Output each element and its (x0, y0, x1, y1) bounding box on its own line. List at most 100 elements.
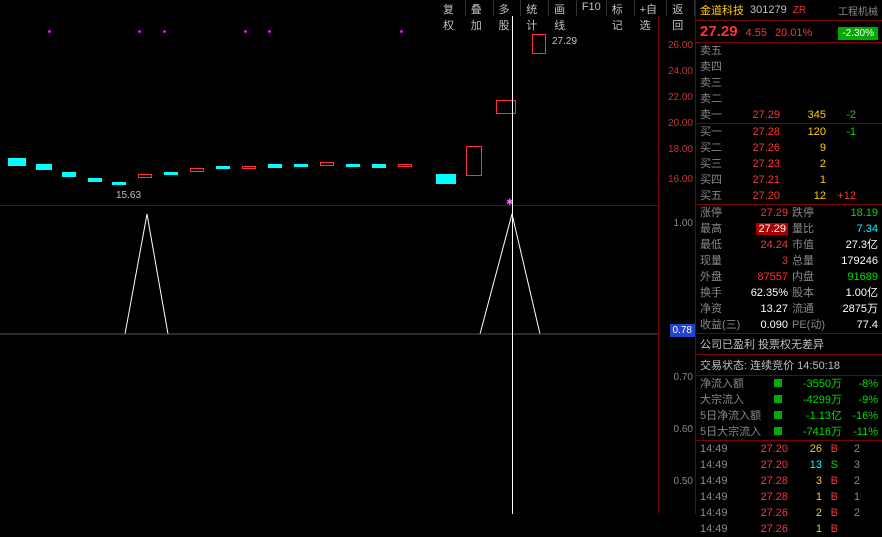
order-level: 卖五 (696, 43, 882, 59)
chart-area: 复权叠加多股统计画线F10标记+自选返回 27.2915.63✱ 26.0024… (0, 0, 695, 514)
marker-dot (138, 30, 141, 33)
order-level: 买一27.28120-1 (696, 124, 882, 140)
toolbar-btn[interactable]: 返回 (667, 0, 695, 16)
stock-code: 301279 (750, 4, 787, 16)
tick-row: 14:4927.262B2 (696, 505, 882, 521)
candle (466, 146, 482, 176)
candle (346, 164, 360, 167)
order-level: 卖二 (696, 91, 882, 107)
y-tick: 0.78 (670, 324, 695, 337)
marker-dot (268, 30, 271, 33)
side-panel: 金道科技 301279 ZR 工程机械 27.29 4.55 20.01% -2… (695, 0, 882, 514)
bid-levels: 买一27.28120-1买二27.269买三27.232买四27.211买五27… (696, 124, 882, 205)
toolbar-btn[interactable]: 叠加 (466, 0, 494, 16)
candle (138, 174, 152, 178)
low-price-label: 15.63 (116, 190, 141, 201)
tick-row: 14:4927.2013S3 (696, 457, 882, 473)
price-row: 27.29 4.55 20.01% -2.30% (696, 21, 882, 43)
zr-tag: ZR (793, 5, 806, 16)
stat-row: 现量3总量179246 (696, 253, 882, 269)
marker-dot (244, 30, 247, 33)
last-price: 27.29 (700, 23, 738, 40)
sector-pct-badge: -2.30% (838, 27, 878, 40)
y-tick: 1.00 (674, 218, 693, 229)
toolbar-btn[interactable]: 画线 (549, 0, 577, 16)
flow-row: 净流入额-3550万-8% (696, 376, 882, 392)
y-axis: 26.00 24.00 22.00 20.00 18.00 16.00 1.00 0.78 0.… (658, 16, 695, 514)
trading-status: 交易状态: 连续竞价 14:50:18 (696, 355, 882, 376)
flow-row: 5日净流入额-1.13亿-16% (696, 408, 882, 424)
stat-row: 净资13.27流通2875万 (696, 301, 882, 317)
tick-row: 14:4927.261B (696, 521, 882, 537)
toolbar-btn[interactable]: F10 (577, 0, 607, 16)
candle (320, 162, 334, 166)
stat-row: 最高27.29量比7.34 (696, 221, 882, 237)
crosshair-vertical (512, 16, 513, 514)
stock-stats: 涨停27.29跌停18.19最高27.29量比7.34最低24.24市值27.3… (696, 205, 882, 334)
candle (36, 164, 52, 170)
candlestick-chart[interactable]: 27.2915.63✱ (0, 16, 658, 206)
candle (190, 168, 204, 172)
order-level: 卖三 (696, 75, 882, 91)
stock-header: 金道科技 301279 ZR 工程机械 (696, 0, 882, 21)
candle (112, 182, 126, 185)
tick-row: 14:4927.283B2 (696, 473, 882, 489)
order-level: 卖一27.29345-2 (696, 107, 882, 123)
candle (164, 172, 178, 175)
indicator-chart[interactable] (0, 206, 658, 514)
order-level: 买四27.211 (696, 172, 882, 188)
sector[interactable]: 工程机械 (838, 3, 878, 18)
y-tick: 20.00 (668, 118, 693, 129)
y-tick: 0.50 (674, 476, 693, 487)
stat-row: 收益(三)0.090PE(动)77.4 (696, 317, 882, 333)
marker-dot (163, 30, 166, 33)
candle (532, 34, 546, 54)
toolbar-btn[interactable]: 多股 (494, 0, 522, 16)
last-price-label: 27.29 (552, 36, 577, 47)
tick-row: 14:4927.2026B2 (696, 441, 882, 457)
candle (62, 172, 76, 177)
price-change: 4.55 (746, 27, 767, 39)
ask-levels: 卖五卖四卖三卖二卖一27.29345-2 (696, 43, 882, 124)
chart-toolbar: 复权叠加多股统计画线F10标记+自选返回 (438, 0, 695, 16)
y-tick: 24.00 (668, 66, 693, 77)
money-flow: 净流入额-3550万-8%大宗流入-4299万-9%5日净流入额-1.13亿-1… (696, 376, 882, 441)
price-pct: 20.01% (775, 27, 812, 39)
flow-row: 大宗流入-4299万-9% (696, 392, 882, 408)
y-tick: 26.00 (668, 40, 693, 51)
stock-name[interactable]: 金道科技 (700, 2, 744, 18)
candle (436, 174, 456, 184)
order-level: 卖四 (696, 59, 882, 75)
y-tick: 0.70 (674, 372, 693, 383)
candle (268, 164, 282, 168)
y-tick: 0.60 (674, 424, 693, 435)
stat-row: 换手62.35%股本1.00亿 (696, 285, 882, 301)
candle (242, 166, 256, 169)
candle (372, 164, 386, 168)
stat-row: 涨停27.29跌停18.19 (696, 205, 882, 221)
order-level: 买五27.2012+12 (696, 188, 882, 204)
y-tick: 22.00 (668, 92, 693, 103)
stat-row: 外盘87557内盘91689 (696, 269, 882, 285)
order-level: 买二27.269 (696, 140, 882, 156)
candle (8, 158, 26, 166)
candle (216, 166, 230, 169)
toolbar-btn[interactable]: 复权 (438, 0, 466, 16)
tick-row: 14:4927.281B1 (696, 489, 882, 505)
y-tick: 18.00 (668, 144, 693, 155)
flow-row: 5日大宗流入-7416万-11% (696, 424, 882, 440)
marker-dot (48, 30, 51, 33)
marker-dot (400, 30, 403, 33)
candle (398, 164, 412, 167)
stat-row: 最低24.24市值27.3亿 (696, 237, 882, 253)
order-level: 买三27.232 (696, 156, 882, 172)
toolbar-btn[interactable]: 统计 (521, 0, 549, 16)
candle (88, 178, 102, 182)
toolbar-btn[interactable]: 标记 (607, 0, 635, 16)
candle (496, 100, 516, 114)
tick-list: 14:4927.2026B214:4927.2013S314:4927.283B… (696, 441, 882, 537)
y-tick: 16.00 (668, 174, 693, 185)
company-status: 公司已盈利 投票权无差异 (696, 334, 882, 355)
candle (294, 164, 308, 167)
toolbar-btn[interactable]: +自选 (635, 0, 668, 16)
